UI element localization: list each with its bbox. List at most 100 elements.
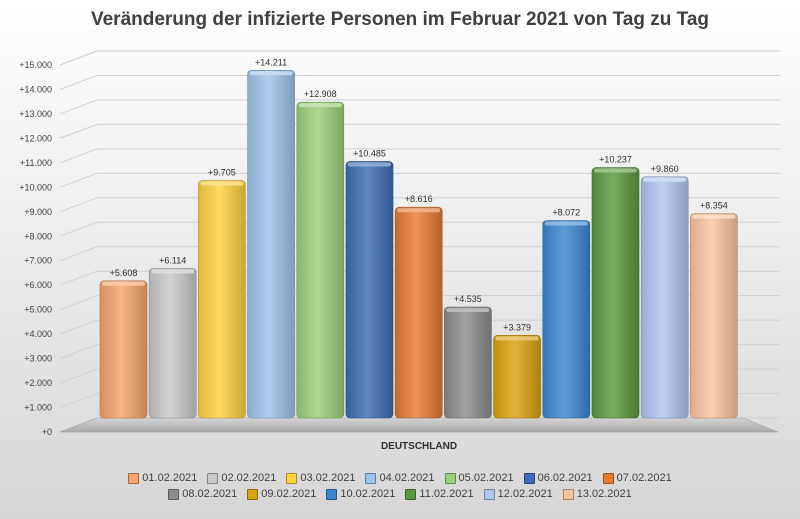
- bar-02.02.2021: [148, 268, 197, 419]
- bar-top-highlight: [200, 181, 244, 186]
- gridline-depth: [59, 197, 98, 213]
- legend-item: 10.02.2021: [326, 488, 395, 500]
- bar-top-highlight: [692, 214, 736, 219]
- gridline-depth: [59, 99, 98, 115]
- legend-item: 05.02.2021: [444, 472, 514, 484]
- legend-swatch: [523, 472, 535, 484]
- legend-label: 04.02.2021: [379, 472, 435, 484]
- y-tick-label: +10.000: [19, 182, 52, 192]
- legend-label: 05.02.2021: [458, 472, 514, 484]
- bar: [99, 280, 148, 419]
- y-tick-label: +12.000: [19, 133, 52, 143]
- gridline-depth: [59, 368, 98, 384]
- data-label: +9.705: [208, 168, 236, 178]
- legend-label: 03.02.2021: [300, 472, 356, 484]
- gridline-depth: [59, 319, 98, 335]
- legend-swatch: [168, 488, 180, 500]
- legend-item: 03.02.2021: [286, 472, 355, 484]
- bar-top-highlight: [643, 177, 687, 182]
- bar-top-highlight: [397, 208, 441, 213]
- bar: [591, 167, 640, 419]
- data-label: +10.485: [353, 148, 386, 158]
- y-tick-label: +4.000: [24, 329, 52, 339]
- legend-item: 08.02.2021: [168, 488, 237, 500]
- legend-item: 13.02.2021: [562, 488, 632, 500]
- bar: [444, 306, 492, 419]
- bar-top-highlight: [446, 308, 490, 313]
- legend-swatch: [602, 472, 614, 484]
- bar-05.02.2021: [296, 101, 345, 419]
- bar-04.02.2021: [247, 70, 295, 419]
- bar: [640, 176, 689, 419]
- legend-label: 07.02.2021: [616, 472, 672, 484]
- bar-13.02.2021: [690, 213, 738, 419]
- bar-top-highlight: [298, 103, 342, 108]
- legend-item: 01.02.2021: [128, 472, 197, 484]
- bar-08.02.2021: [444, 306, 492, 419]
- y-tick-label: +8.000: [24, 231, 52, 241]
- gridline-depth: [59, 344, 98, 360]
- data-labels: +5.608 +6.114 +9.705 +14.211 +12.908 +10.485 +…: [110, 57, 728, 332]
- gridline-depth: [59, 74, 98, 90]
- chart-floor: [59, 417, 779, 433]
- gridline-depth: [59, 172, 98, 188]
- legend-item: 06.02.2021: [523, 472, 593, 484]
- bar-top-highlight: [151, 269, 195, 274]
- legend-label: 11.02.2021: [419, 488, 474, 500]
- legend-swatch: [247, 488, 259, 500]
- bar: [345, 161, 394, 419]
- legend-label: 06.02.2021: [537, 472, 593, 484]
- bar: [148, 268, 197, 419]
- gridline-depth: [59, 270, 98, 286]
- legend-swatch: [444, 472, 456, 484]
- chart-title: Veränderung der infizierte Personen im F…: [90, 9, 709, 30]
- data-label: +4.535: [454, 294, 482, 304]
- legend-label: 02.02.2021: [221, 472, 277, 484]
- legend-swatch: [405, 488, 417, 500]
- data-label: +3.379: [503, 322, 531, 332]
- legend-label: 13.02.2021: [576, 488, 632, 500]
- data-label: +5.608: [110, 268, 138, 278]
- bar: [690, 213, 738, 419]
- legend-swatch: [128, 472, 140, 484]
- data-label: +14.211: [255, 57, 287, 67]
- bar-07.02.2021: [394, 206, 443, 419]
- data-label: +6.114: [159, 255, 186, 265]
- bar-top-highlight: [249, 71, 293, 76]
- y-tick-label: +14.000: [19, 84, 52, 94]
- gridline-depth: [59, 295, 98, 311]
- legend-swatch: [562, 488, 574, 500]
- data-label: +10.237: [599, 155, 632, 165]
- y-tick-label: +2.000: [24, 378, 52, 388]
- bar-03.02.2021: [198, 180, 246, 419]
- bar-top-highlight: [495, 336, 539, 341]
- legend-label: 08.02.2021: [182, 488, 238, 500]
- bar: [493, 335, 541, 419]
- legend-swatch: [207, 472, 219, 484]
- legend-label: 01.02.2021: [142, 472, 198, 484]
- data-label: +8.354: [700, 201, 728, 211]
- data-label: +8.616: [405, 194, 433, 204]
- gridline-depth: [59, 246, 98, 262]
- y-tick-label: +13.000: [19, 109, 52, 119]
- bar-top-highlight: [544, 221, 588, 226]
- y-tick-label: +3.000: [24, 354, 52, 364]
- legend-item: 11.02.2021: [405, 488, 474, 500]
- bar-top-highlight: [594, 168, 637, 173]
- y-tick-label: +7.000: [24, 256, 52, 266]
- bar: [247, 70, 295, 419]
- legend-label: 12.02.2021: [497, 488, 553, 500]
- legend-label: 10.02.2021: [340, 488, 396, 500]
- y-tick-label: +0: [42, 427, 52, 437]
- legend-item: 12.02.2021: [483, 488, 553, 500]
- bar-11.02.2021: [591, 167, 640, 419]
- legend-label: 09.02.2021: [261, 488, 317, 500]
- y-tick-label: +1.000: [24, 403, 52, 413]
- gridline-depth: [59, 50, 98, 66]
- bar-09.02.2021: [493, 335, 541, 419]
- y-tick-label: +15.000: [19, 60, 52, 70]
- y-tick-label: +9.000: [24, 207, 52, 217]
- gridline-depth: [59, 123, 98, 139]
- bar: [198, 180, 246, 419]
- bar: [542, 220, 591, 419]
